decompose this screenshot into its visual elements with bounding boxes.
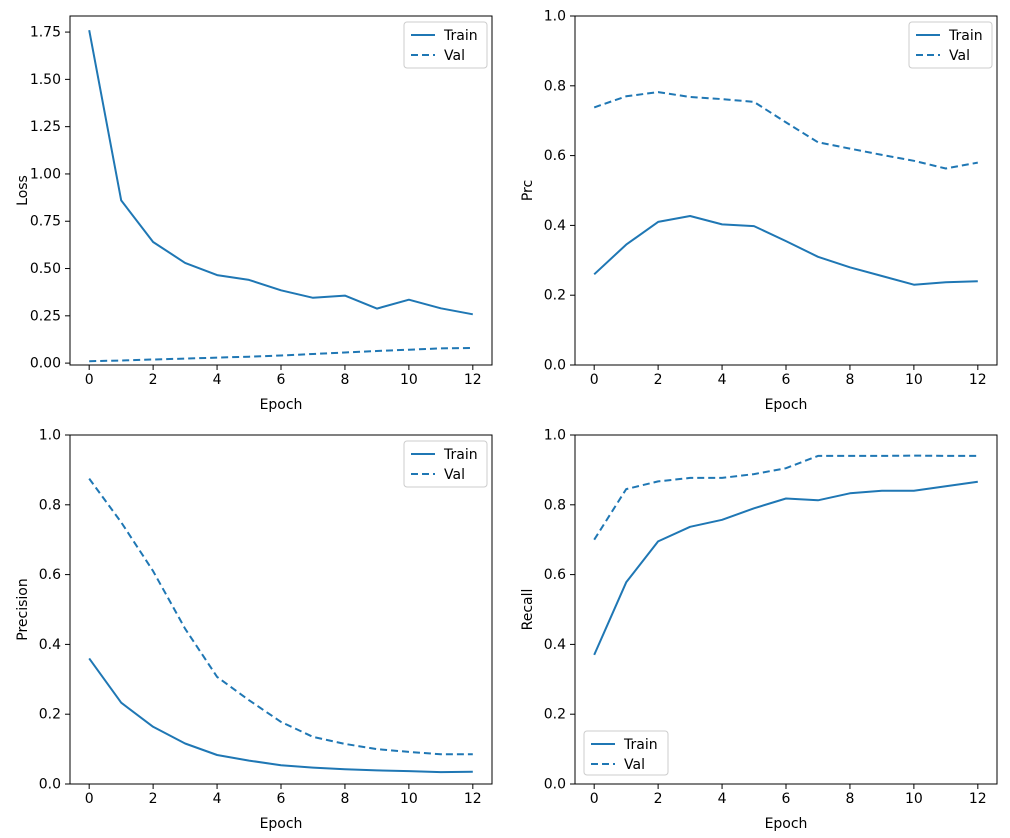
legend: Train Val — [403, 21, 488, 69]
prc-chart: 0 2 4 6 8 10 12 0.0 0.2 0.4 0.6 0.8 1.0 Epoch Prc Train… — [520, 9, 998, 413]
legend: Train Val — [403, 440, 488, 488]
y-tick-label: 0.2 — [544, 288, 566, 304]
y-axis-label: Recall — [520, 589, 536, 631]
y-tick-label: 0.75 — [30, 214, 61, 230]
x-tick-label: 12 — [464, 791, 482, 807]
y-tick-label: 1.0 — [544, 428, 566, 444]
train-line — [593, 480, 978, 656]
x-axis-label: Epoch — [260, 397, 303, 413]
recall-chart-panel: 0 2 4 6 8 10 12 0.0 0.2 0.4 0.6 0.8 1.0 Epoch Recall Tr… — [505, 419, 1010, 838]
train-line — [88, 657, 473, 774]
y-tick-label: 0.4 — [544, 637, 566, 653]
legend-box — [403, 21, 488, 69]
legend-val-label: Val — [949, 48, 970, 64]
x-tick-label: 12 — [969, 791, 987, 807]
y-tick-label: 0.50 — [30, 261, 61, 277]
x-tick-label: 8 — [845, 372, 854, 388]
val-line — [593, 91, 978, 170]
y-tick-label: 1.25 — [30, 119, 61, 135]
x-tick-label: 2 — [149, 791, 158, 807]
loss-chart-panel: 0 2 4 6 8 10 12 0.00 0.25 0.50 0.75 1.00 1.25 1.50 1.7… — [0, 0, 505, 419]
y-axis-label: Prc — [520, 180, 536, 201]
x-tick-label: 8 — [340, 791, 349, 807]
y-axis-label: Precision — [15, 578, 31, 640]
x-tick-label: 6 — [277, 372, 286, 388]
y-tick-label: 1.0 — [544, 9, 566, 25]
y-tick-label: 0.4 — [39, 637, 61, 653]
legend-val-label: Val — [444, 48, 465, 64]
x-tick-label: 6 — [782, 791, 791, 807]
x-tick-label: 10 — [400, 791, 418, 807]
x-tick-label: 10 — [905, 791, 923, 807]
x-tick-label: 2 — [149, 372, 158, 388]
x-tick-label: 4 — [213, 372, 222, 388]
precision-chart: 0 2 4 6 8 10 12 0.0 0.2 0.4 0.6 0.8 1.0 Epoch Precisio… — [15, 428, 493, 832]
y-tick-label: 0.8 — [544, 497, 566, 513]
y-tick-label: 1.0 — [39, 428, 61, 444]
legend-val-label: Val — [624, 757, 645, 773]
y-tick-label: 1.75 — [30, 25, 61, 41]
recall-chart: 0 2 4 6 8 10 12 0.0 0.2 0.4 0.6 0.8 1.0 Epoch Recall Tr… — [520, 428, 998, 832]
x-tick-label: 2 — [654, 372, 663, 388]
x-tick-label: 10 — [905, 372, 923, 388]
legend: Train Val — [583, 730, 669, 776]
y-tick-label: 0.8 — [544, 78, 566, 94]
legend-train-label: Train — [948, 28, 983, 44]
y-tick-label: 0.6 — [544, 567, 566, 583]
x-tick-label: 10 — [400, 372, 418, 388]
x-tick-label: 8 — [340, 372, 349, 388]
x-axis-label: Epoch — [260, 816, 303, 832]
legend-box — [908, 21, 993, 69]
y-tick-label: 1.00 — [30, 166, 61, 182]
precision-chart-panel: 0 2 4 6 8 10 12 0.0 0.2 0.4 0.6 0.8 1.0 Epoch Precisio… — [0, 419, 505, 838]
y-tick-label: 0.00 — [30, 356, 61, 372]
prc-chart-panel: 0 2 4 6 8 10 12 0.0 0.2 0.4 0.6 0.8 1.0 Epoch Prc Train… — [505, 0, 1010, 419]
train-line — [88, 30, 473, 316]
x-tick-label: 0 — [590, 791, 599, 807]
x-tick-label: 12 — [969, 372, 987, 388]
x-tick-label: 6 — [277, 791, 286, 807]
x-tick-label: 0 — [85, 372, 94, 388]
legend-box — [403, 440, 488, 488]
x-tick-label: 8 — [845, 791, 854, 807]
x-tick-label: 4 — [213, 791, 222, 807]
legend-train-label: Train — [623, 737, 658, 753]
val-line — [593, 454, 978, 541]
legend-train-label: Train — [443, 28, 478, 44]
legend: Train Val — [908, 21, 993, 69]
y-tick-label: 0.6 — [39, 567, 61, 583]
x-tick-label: 0 — [85, 791, 94, 807]
x-axis-label: Epoch — [765, 816, 808, 832]
val-line — [88, 478, 473, 756]
val-line — [89, 347, 473, 363]
loss-chart: 0 2 4 6 8 10 12 0.00 0.25 0.50 0.75 1.00 1.25 1.50 1.7… — [15, 15, 493, 413]
y-tick-label: 0.25 — [30, 308, 61, 324]
x-tick-label: 4 — [718, 372, 727, 388]
y-tick-label: 0.2 — [544, 707, 566, 723]
x-tick-label: 4 — [718, 791, 727, 807]
train-line — [593, 215, 978, 286]
y-tick-label: 0.8 — [39, 497, 61, 513]
x-tick-label: 2 — [654, 791, 663, 807]
y-tick-label: 0.0 — [544, 777, 566, 793]
y-tick-label: 0.0 — [544, 358, 566, 374]
x-axis-label: Epoch — [765, 397, 808, 413]
legend-val-label: Val — [444, 467, 465, 483]
y-tick-label: 0.6 — [544, 148, 566, 164]
legend-train-label: Train — [443, 447, 478, 463]
y-tick-label: 0.2 — [39, 707, 61, 723]
x-tick-label: 6 — [782, 372, 791, 388]
x-tick-label: 0 — [590, 372, 599, 388]
x-tick-label: 12 — [464, 372, 482, 388]
y-tick-label: 1.50 — [30, 72, 61, 88]
y-axis-label: Loss — [15, 175, 31, 206]
y-tick-label: 0.4 — [544, 218, 566, 234]
y-tick-label: 0.0 — [39, 777, 61, 793]
